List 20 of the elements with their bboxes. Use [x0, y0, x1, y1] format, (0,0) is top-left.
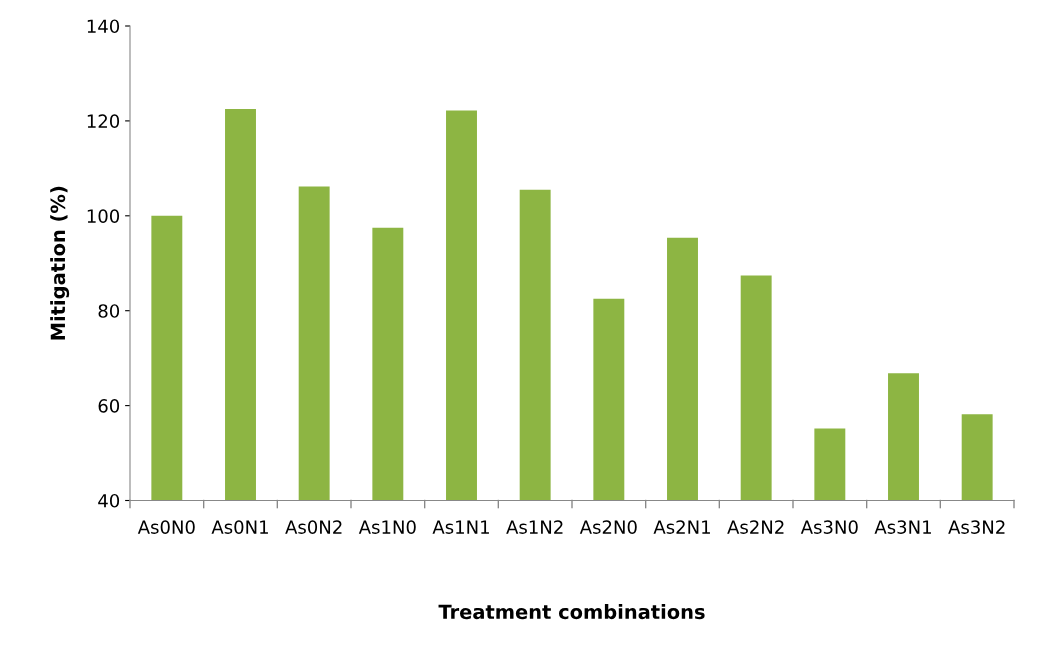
x-tick-label: As2N2 — [727, 520, 784, 534]
x-tick-label: As1N2 — [506, 520, 563, 534]
x-tick-label: As3N2 — [948, 520, 1005, 534]
y-tick-label: 120 — [87, 114, 120, 129]
y-axis-title: Mitigation (%) — [50, 186, 70, 340]
x-tick-label: As0N1 — [211, 520, 268, 534]
y-tick-label: 40 — [98, 493, 120, 508]
x-tick-label: As2N1 — [653, 520, 710, 534]
y-tick-label: 140 — [87, 19, 120, 34]
x-tick-label: As0N0 — [137, 520, 195, 534]
y-tick-label: 80 — [98, 304, 120, 318]
y-tick-label: 100 — [87, 209, 120, 223]
x-tick-label: As1N0 — [358, 520, 416, 534]
x-tick-label: As0N2 — [285, 520, 342, 534]
x-tick-label: As2N0 — [579, 520, 637, 534]
x-tick-label: As3N0 — [800, 520, 858, 534]
x-axis-title: Treatment combinations — [438, 604, 705, 620]
x-tick-label: As1N1 — [432, 520, 489, 534]
y-tick-label: 60 — [98, 399, 120, 413]
x-tick-label: As3N1 — [874, 520, 931, 534]
